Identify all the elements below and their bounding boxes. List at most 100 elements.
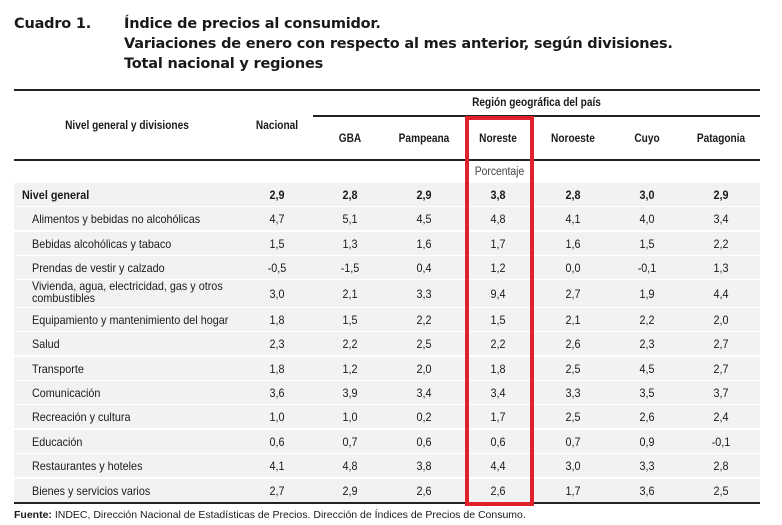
cell-value: 2,9 <box>342 484 358 498</box>
cell-value: 3,0 <box>269 287 285 301</box>
cell-value: 2,9 <box>416 188 432 202</box>
cell-value: 1,6 <box>565 237 581 251</box>
cell-value: 0,4 <box>416 261 432 275</box>
title-line-1: Índice de precios al consumidor. <box>124 16 381 32</box>
cell-value: 1,7 <box>490 410 506 424</box>
region-rule <box>313 115 760 117</box>
cell-value: 4,7 <box>269 212 285 226</box>
cell-value: 4,0 <box>639 212 655 226</box>
top-rule <box>14 89 760 91</box>
division-name: Transporte <box>32 362 84 376</box>
cell-value: 3,9 <box>342 386 358 400</box>
title-line-2: Variaciones de enero con respecto al mes… <box>124 36 673 52</box>
cell-value: 2,2 <box>416 313 432 327</box>
cell-value: 1,5 <box>639 237 655 251</box>
cell-value: 3,3 <box>416 287 432 301</box>
cell-value: -0,5 <box>267 261 287 275</box>
cell-value: 2,3 <box>269 337 285 351</box>
cell-value: 2,3 <box>639 337 655 351</box>
cell-value: 2,7 <box>565 287 581 301</box>
cell-value: 3,3 <box>639 459 655 473</box>
source-text: INDEC, Dirección Nacional de Estadística… <box>51 509 526 521</box>
cell-value: 2,2 <box>639 313 655 327</box>
cell-value: 1,8 <box>269 313 285 327</box>
cell-value: 0,2 <box>416 410 432 424</box>
unit-label: Porcentaje <box>474 166 525 178</box>
cell-value: 0,9 <box>639 435 655 449</box>
cell-value: 2,4 <box>713 410 729 424</box>
division-name: Recreación y cultura <box>32 410 131 424</box>
source-label: Fuente: <box>14 509 52 521</box>
table-row: Prendas de vestir y calzado -0,5 -1,5 0,4 1,… <box>14 256 760 279</box>
cell-value: 2,6 <box>565 337 581 351</box>
division-name: Vivienda, agua, electricidad, gas y otro… <box>32 279 223 305</box>
cell-value: 1,3 <box>342 237 358 251</box>
cell-value: 2,6 <box>416 484 432 498</box>
cell-value: 3,3 <box>565 386 581 400</box>
cell-value: 4,4 <box>713 287 729 301</box>
table-number: Cuadro 1. <box>14 16 92 32</box>
cell-value: 1,9 <box>639 287 655 301</box>
cell-value: 2,1 <box>342 287 358 301</box>
cell-value: 2,2 <box>490 337 506 351</box>
cell-value: 2,7 <box>269 484 285 498</box>
header-region-group: Región geográfica del país <box>472 97 601 109</box>
cell-value: 0,7 <box>342 435 358 449</box>
cell-value: 3,0 <box>639 188 655 202</box>
cell-value: 2,9 <box>269 188 285 202</box>
division-name: Alimentos y bebidas no alcohólicas <box>32 212 201 226</box>
cell-value: 2,6 <box>490 484 506 498</box>
noreste-highlight-box <box>465 116 534 506</box>
cell-value: 2,1 <box>565 313 581 327</box>
cell-value: 4,8 <box>342 459 358 473</box>
cell-value: 2,5 <box>416 337 432 351</box>
cell-value: 4,4 <box>490 459 506 473</box>
table-row: Transporte 1,8 1,2 2,0 1,8 2,5 4,5 2,7 <box>14 357 760 380</box>
cell-value: 3,4 <box>490 386 506 400</box>
cell-value: 4,8 <box>490 212 506 226</box>
cell-value: 4,5 <box>639 362 655 376</box>
cell-value: 3,8 <box>490 188 506 202</box>
cell-value: 1,8 <box>269 362 285 376</box>
cell-value: 2,2 <box>713 237 729 251</box>
cell-value: 0,6 <box>416 435 432 449</box>
table-row: Bebidas alcohólicas y tabaco 1,5 1,3 1,6 1,7… <box>14 232 760 255</box>
source-note: Fuente: INDEC, Dirección Nacional de Est… <box>14 509 526 521</box>
cell-value: 1,3 <box>713 261 729 275</box>
cell-value: 1,8 <box>490 362 506 376</box>
table-row: Recreación y cultura 1,0 1,0 0,2 1,7 2,5 2,6 2,… <box>14 405 760 428</box>
header-region-cuyo: Cuyo <box>634 133 660 145</box>
cell-value: 9,4 <box>490 287 506 301</box>
cell-value: 1,7 <box>490 237 506 251</box>
cell-value: 4,1 <box>565 212 581 226</box>
cell-value: 3,7 <box>713 386 729 400</box>
cell-value: 1,0 <box>269 410 285 424</box>
cell-value: 2,8 <box>713 459 729 473</box>
title-line-3: Total nacional y regiones <box>124 56 324 72</box>
division-name: Educación <box>32 435 83 449</box>
cell-value: -1,5 <box>340 261 360 275</box>
cell-value: 1,5 <box>490 313 506 327</box>
cell-value: -0,1 <box>711 435 731 449</box>
table-row: Bienes y servicios varios 2,7 2,9 2,6 2,6 1,7… <box>14 479 760 502</box>
cell-value: 2,0 <box>416 362 432 376</box>
cell-value: 2,8 <box>565 188 581 202</box>
cell-value: 3,0 <box>565 459 581 473</box>
table-row: Salud 2,3 2,2 2,5 2,2 2,6 2,3 2,7 <box>14 332 760 355</box>
cell-value: 2,7 <box>713 337 729 351</box>
division-name: Bienes y servicios varios <box>32 484 151 498</box>
cell-value: 3,6 <box>269 386 285 400</box>
cell-value: 4,5 <box>416 212 432 226</box>
cell-value: -0,1 <box>637 261 657 275</box>
cell-value: 5,1 <box>342 212 358 226</box>
division-name: Comunicación <box>32 386 101 400</box>
cell-value: 2,0 <box>713 313 729 327</box>
cell-value: 3,5 <box>639 386 655 400</box>
cell-value: 0,6 <box>269 435 285 449</box>
table-row: Vivienda, agua, electricidad, gas y otro… <box>14 280 760 307</box>
header-bottom-rule <box>14 159 760 161</box>
header-region-gba: GBA <box>338 133 362 145</box>
cell-value: 3,8 <box>416 459 432 473</box>
cell-value: 2,2 <box>342 337 358 351</box>
header-region-patagonia: Patagonia <box>696 133 746 145</box>
